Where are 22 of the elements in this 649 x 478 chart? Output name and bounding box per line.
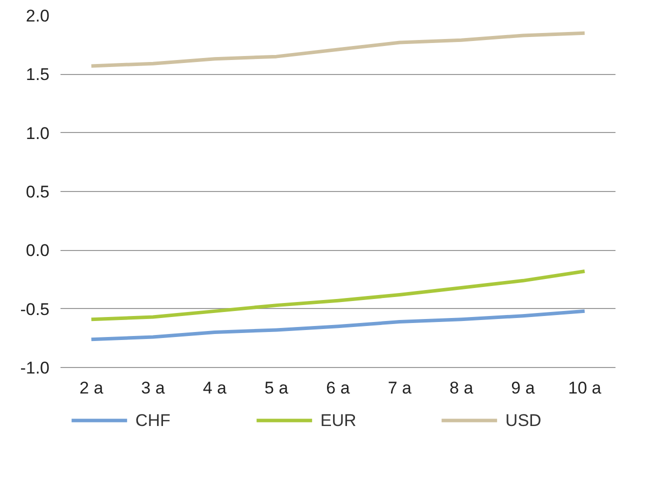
y-tick-label: 1.0 [26, 124, 50, 143]
y-tick-label: -0.5 [20, 300, 50, 319]
x-tick-label: 8 a [450, 378, 474, 398]
legend-label: USD [505, 411, 542, 430]
y-tick-label: 0.0 [26, 241, 50, 260]
x-tick-label: 3 a [141, 378, 166, 398]
legend-label: CHF [135, 411, 170, 430]
line-series [90, 270, 586, 322]
x-tick-label: 5 a [264, 378, 289, 398]
y-tick-label: 0.5 [26, 182, 50, 202]
x-tick-label: 9 a [511, 378, 536, 398]
x-tick-label: 4 a [202, 378, 228, 398]
y-tick-label: -1.0 [20, 358, 50, 378]
y-tick-label: 2.0 [26, 6, 50, 26]
x-tick-label: 10 a [568, 378, 602, 398]
legend-label: EUR [320, 411, 356, 430]
line-series [90, 309, 586, 342]
x-tick-label: 6 a [326, 378, 350, 398]
y-tick-label: 1.5 [26, 65, 50, 84]
x-tick-label: 7 a [388, 378, 412, 398]
line-series [90, 31, 586, 68]
x-tick-label: 2 a [80, 378, 104, 398]
